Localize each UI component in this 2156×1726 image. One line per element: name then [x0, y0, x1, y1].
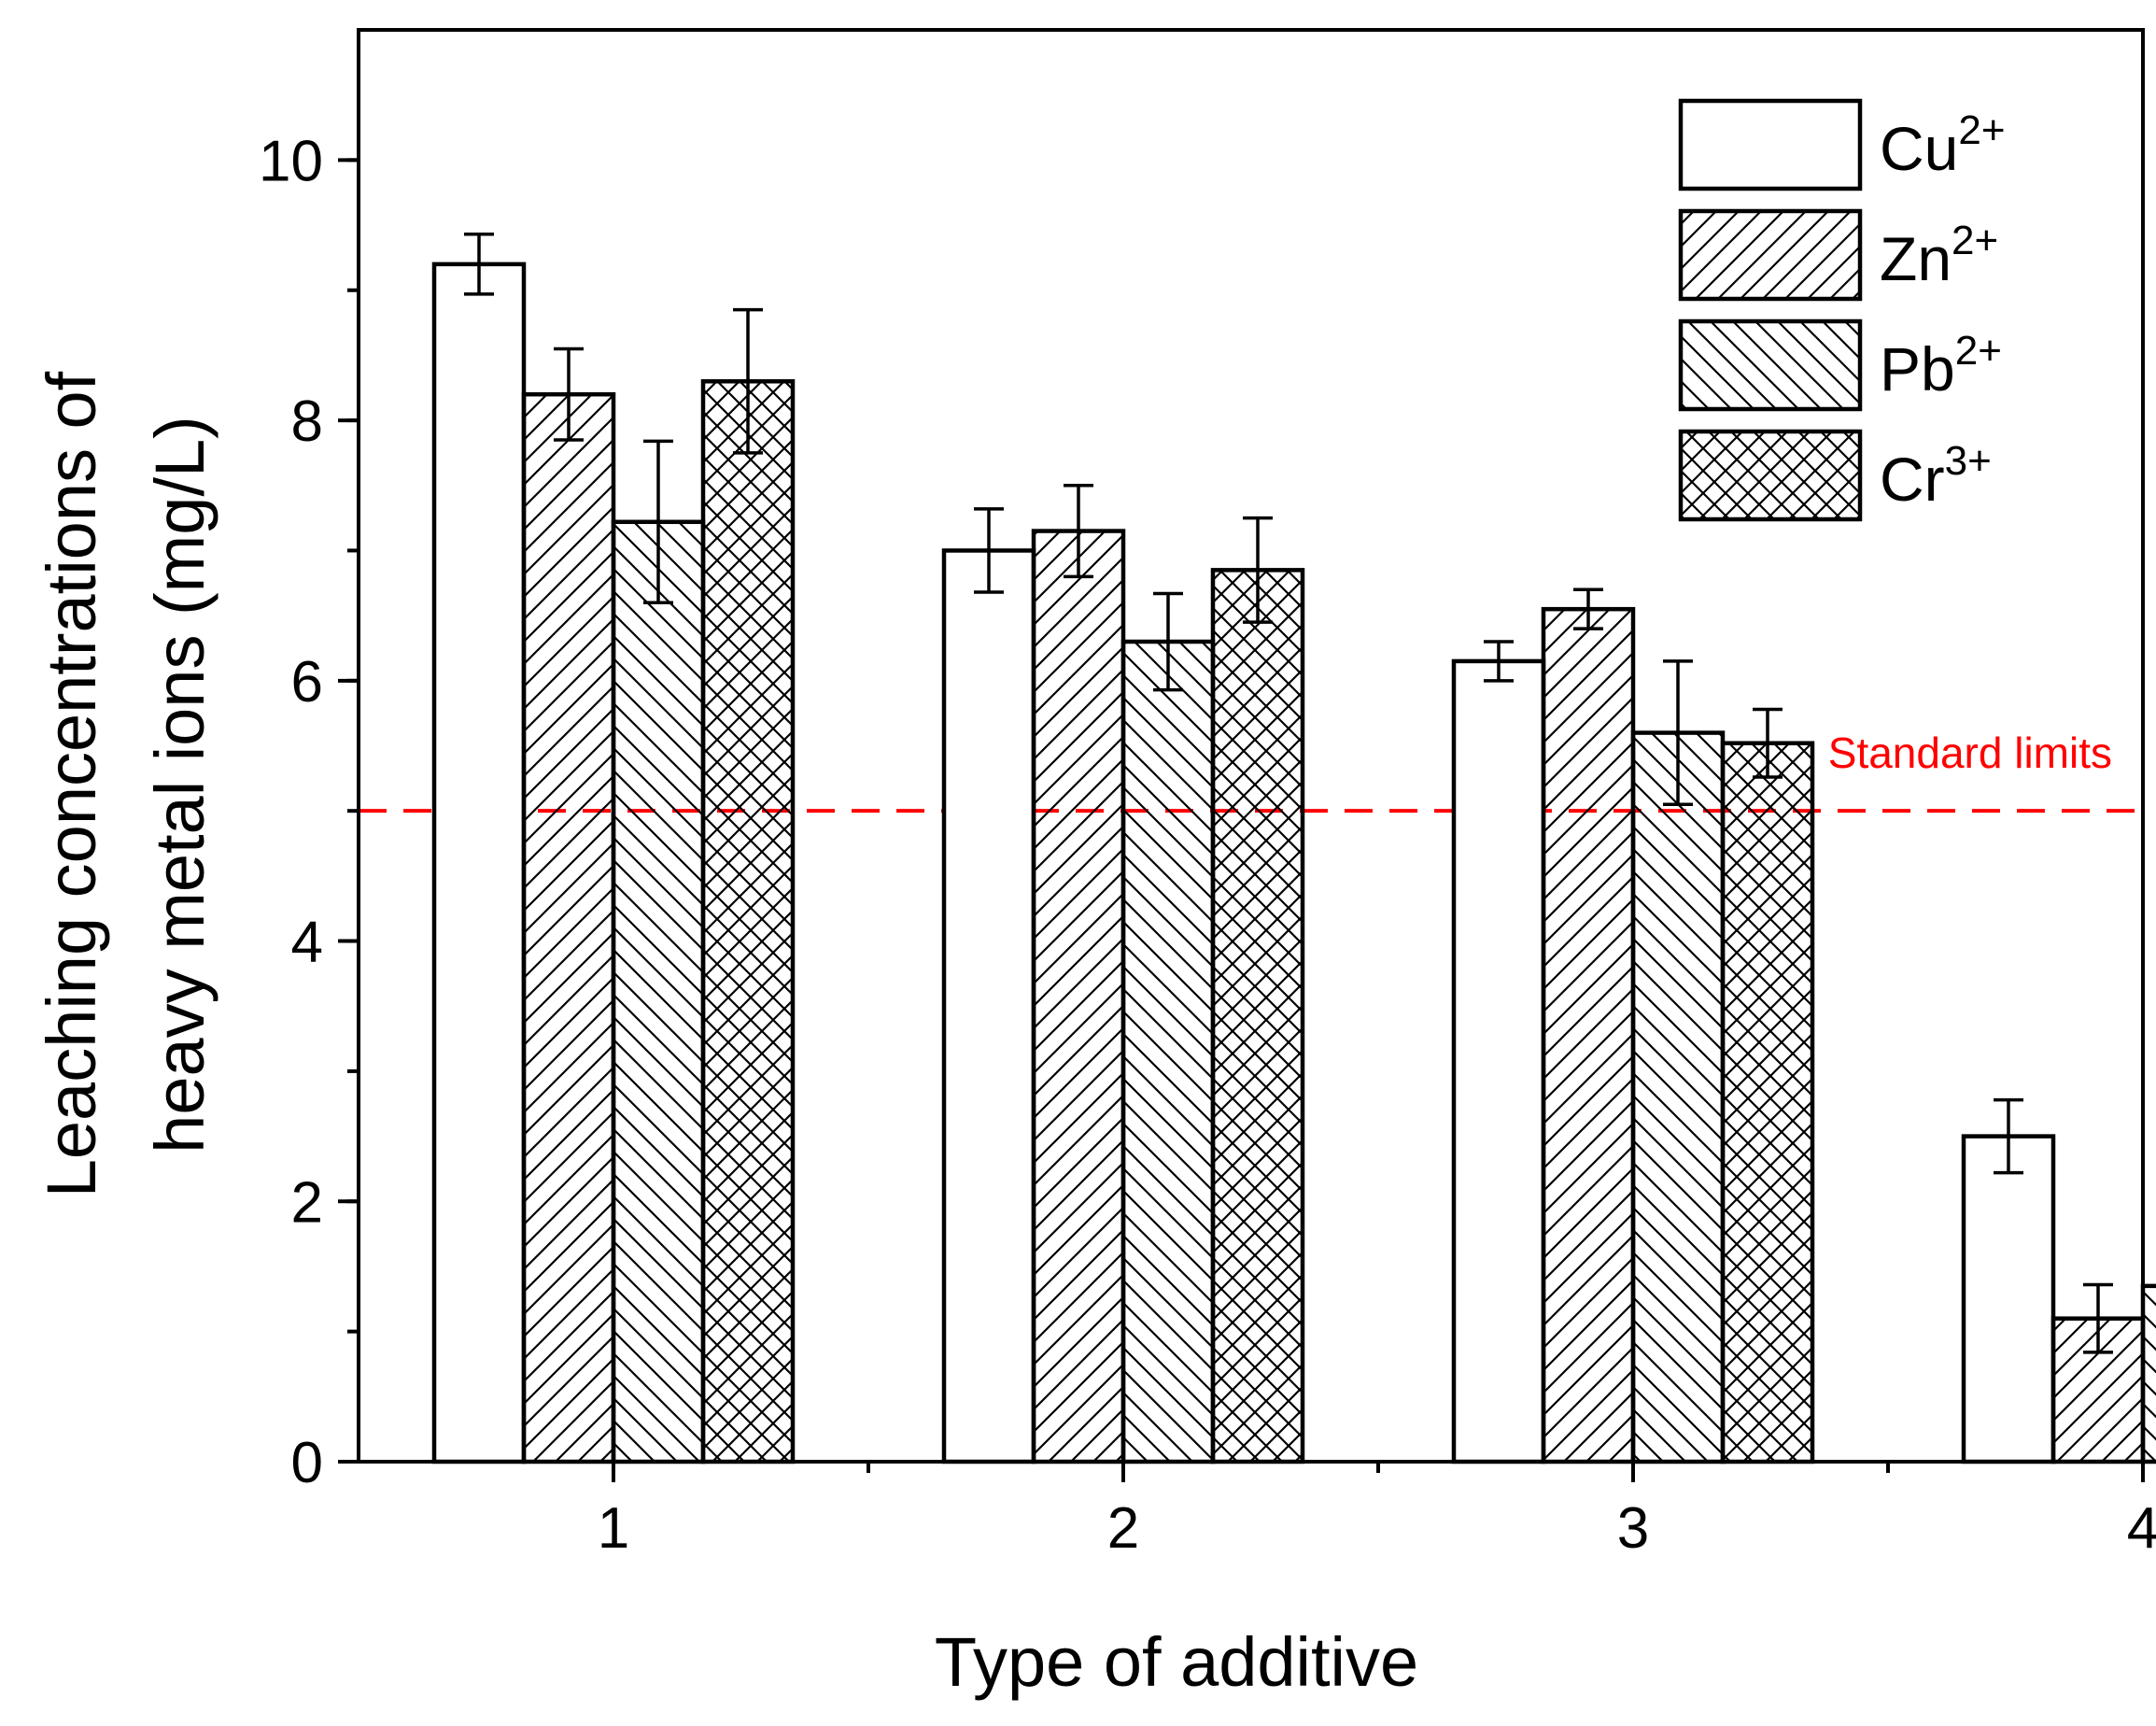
plot-frame: [357, 28, 2145, 1464]
y-tick-label: 0: [291, 1431, 323, 1495]
legend-swatch-cr: [1678, 429, 1863, 522]
x-tick-label: 4: [2127, 1496, 2156, 1561]
bar-pb-additive-1: [611, 519, 706, 1464]
y-axis-title-line-1: Leaching concentrations of: [33, 371, 110, 1197]
y-tick-label: 8: [291, 389, 323, 454]
legend-ion-symbol: Cu: [1880, 114, 1958, 183]
x-tick-label: 1: [598, 1496, 629, 1561]
bar-cu-additive-3: [1451, 658, 1546, 1464]
bar-cr-additive-3: [1720, 741, 1815, 1464]
bars-layer: [431, 262, 2156, 1464]
legend-label-zn: Zn2+: [1880, 218, 1998, 293]
error-bars-layer: [464, 233, 2113, 1354]
error-bar-pb-additive-2: [1153, 591, 1183, 692]
error-bar-zn-additive-2: [1064, 484, 1093, 579]
error-bar-zn-additive-3: [1573, 587, 1603, 630]
error-bar-cr-additive-1: [733, 307, 763, 455]
legend-label-pb: Pb2+: [1880, 328, 2002, 403]
legend-label-cu: Cu2+: [1880, 107, 2006, 183]
legend: Cu2+Zn2+Pb2+Cr3+: [1678, 98, 2006, 522]
x-axis-title: Type of additive: [935, 1623, 1418, 1701]
bar-cu-additive-1: [431, 262, 527, 1464]
bar-zn-additive-1: [521, 391, 616, 1464]
y-axis-title-line-2: heavy metal ions (mg/L): [141, 416, 218, 1153]
error-bar-cu-additive-2: [974, 507, 1004, 594]
bar-cu-additive-4: [1961, 1134, 2056, 1464]
legend-ion-symbol: Pb: [1880, 334, 1955, 403]
legend-swatch-pb: [1678, 318, 1863, 412]
bar-cr-additive-2: [1210, 568, 1305, 1464]
y-tick-label: 10: [259, 129, 323, 193]
legend-ion-charge: 2+: [1955, 328, 2002, 374]
legend-swatch-zn: [1678, 208, 1863, 302]
legend-label-cr: Cr3+: [1880, 438, 1992, 514]
error-bar-pb-additive-3: [1663, 659, 1693, 806]
legend-swatch-cu: [1678, 98, 1863, 191]
legend-ion-symbol: Zn: [1880, 224, 1952, 293]
bar-zn-additive-2: [1031, 529, 1126, 1464]
error-bar-pb-additive-1: [643, 439, 673, 604]
bar-pb-additive-3: [1630, 730, 1726, 1464]
error-bar-cr-additive-3: [1753, 707, 1783, 779]
error-bar-cu-additive-4: [1994, 1097, 2023, 1175]
bar-pb-additive-2: [1120, 639, 1216, 1464]
y-tick-label: 2: [291, 1170, 323, 1235]
bar-pb-additive-4: [2140, 1283, 2156, 1464]
x-tick-label: 2: [1107, 1496, 1139, 1561]
standard-limit-label: Standard limits: [1828, 729, 2112, 777]
error-bar-cu-additive-1: [464, 233, 494, 296]
error-bar-zn-additive-1: [554, 347, 584, 442]
legend-ion-charge: 2+: [1952, 218, 1998, 263]
x-tick-label: 3: [1617, 1496, 1649, 1561]
y-tick-label: 4: [291, 911, 323, 975]
legend-ion-symbol: Cr: [1880, 445, 1945, 514]
bar-cu-additive-2: [941, 548, 1036, 1464]
bar-cr-additive-1: [700, 379, 796, 1464]
error-bar-cr-additive-2: [1243, 516, 1273, 624]
error-bar-cu-additive-3: [1484, 640, 1514, 683]
legend-ion-charge: 3+: [1945, 438, 1992, 484]
bar-zn-additive-3: [1541, 606, 1636, 1464]
reference-layer: Standard limits: [359, 729, 2143, 813]
error-bar-zn-additive-4: [2083, 1282, 2113, 1354]
legend-ion-charge: 2+: [1958, 107, 2005, 153]
y-tick-label: 6: [291, 650, 323, 714]
